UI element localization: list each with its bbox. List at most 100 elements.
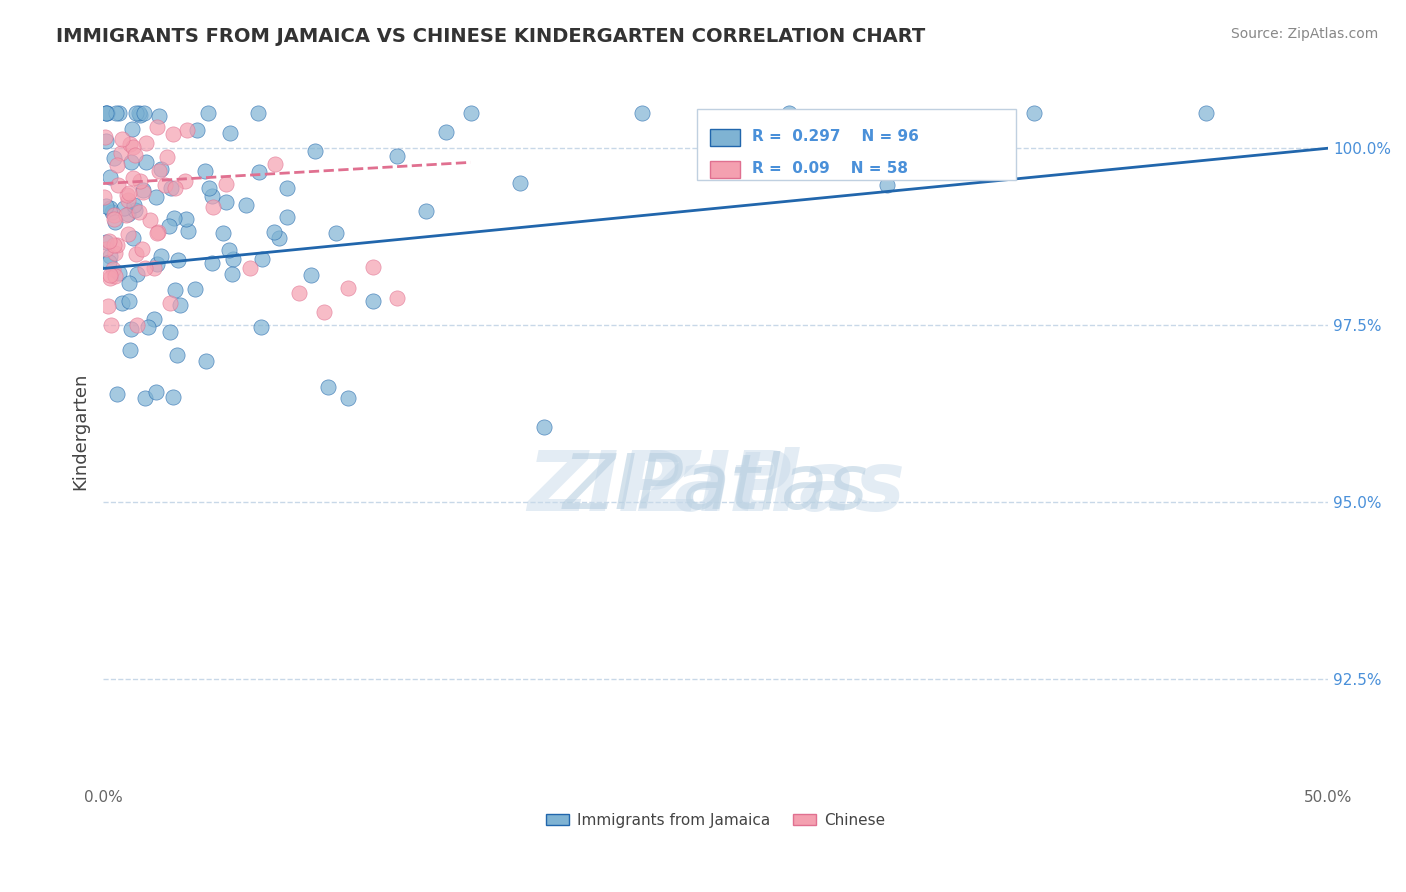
Text: ZIPatlas: ZIPatlas [527,448,904,528]
Immigrants from Jamaica [186,123,208,137]
Immigrants from Jamaica [162,390,184,404]
Immigrants from Jamaica [166,349,188,363]
Chinese [124,148,146,162]
Chinese [146,226,169,240]
Immigrants from Jamaica [108,105,131,120]
Immigrants from Jamaica [194,163,217,178]
Text: IMMIGRANTS FROM JAMAICA VS CHINESE KINDERGARTEN CORRELATION CHART: IMMIGRANTS FROM JAMAICA VS CHINESE KINDE… [56,27,925,45]
Immigrants from Jamaica [150,249,173,263]
Immigrants from Jamaica [157,219,180,233]
Immigrants from Jamaica [128,108,150,122]
Chinese [98,271,121,285]
Chinese [143,260,166,275]
Immigrants from Jamaica [136,320,159,334]
Immigrants from Jamaica [105,105,128,120]
Immigrants from Jamaica [120,322,142,336]
Immigrants from Jamaica [148,109,170,123]
Immigrants from Jamaica [118,343,141,357]
Immigrants from Jamaica [533,420,555,434]
Immigrants from Jamaica [146,257,169,271]
Immigrants from Jamaica [337,391,360,405]
Immigrants from Jamaica [247,165,270,179]
Immigrants from Jamaica [218,243,240,257]
Immigrants from Jamaica [134,391,156,405]
Immigrants from Jamaica [165,284,187,298]
Immigrants from Jamaica [135,154,157,169]
FancyBboxPatch shape [710,128,740,146]
Immigrants from Jamaica [325,226,347,240]
Immigrants from Jamaica [108,266,131,280]
Chinese [94,243,117,257]
Immigrants from Jamaica [127,267,149,281]
Immigrants from Jamaica [184,282,207,296]
Chinese [105,159,128,173]
Immigrants from Jamaica [94,235,117,249]
Chinese [146,120,169,134]
Chinese [118,137,141,152]
Immigrants from Jamaica [212,226,235,240]
Chinese [105,237,128,252]
Chinese [122,140,145,154]
Immigrants from Jamaica [246,105,269,120]
Immigrants from Jamaica [195,353,218,368]
Text: ZIP: ZIP [640,448,792,528]
Chinese [146,225,169,239]
Chinese [117,194,139,208]
Immigrants from Jamaica [252,252,274,266]
Chinese [103,237,125,252]
Immigrants from Jamaica [159,326,181,340]
Immigrants from Jamaica [128,105,150,120]
Chinese [115,187,138,202]
Chinese [131,185,153,199]
Chinese [288,285,311,300]
Immigrants from Jamaica [121,231,143,245]
Chinese [214,177,236,191]
Immigrants from Jamaica [96,134,118,148]
Immigrants from Jamaica [142,312,165,326]
Immigrants from Jamaica [112,202,135,216]
Chinese [98,268,121,282]
Immigrants from Jamaica [197,105,219,120]
Chinese [138,212,160,227]
Chinese [104,269,127,284]
Chinese [107,178,129,192]
Text: ZIPatlas: ZIPatlas [562,450,869,524]
Chinese [159,295,181,310]
Chinese [148,163,170,178]
Immigrants from Jamaica [200,188,222,202]
Immigrants from Jamaica [361,293,384,308]
FancyBboxPatch shape [710,161,740,178]
Immigrants from Jamaica [218,126,240,140]
Immigrants from Jamaica [1024,105,1046,120]
Immigrants from Jamaica [163,211,186,225]
Chinese [117,227,139,241]
Immigrants from Jamaica [385,149,408,163]
Immigrants from Jamaica [101,205,124,219]
Chinese [93,130,115,145]
Immigrants from Jamaica [166,253,188,268]
Chinese [93,190,115,204]
Immigrants from Jamaica [434,125,457,139]
Immigrants from Jamaica [111,296,134,310]
Immigrants from Jamaica [124,203,146,218]
Immigrants from Jamaica [105,386,128,401]
Immigrants from Jamaica [98,249,121,263]
Chinese [239,260,262,275]
Immigrants from Jamaica [121,121,143,136]
Immigrants from Jamaica [94,198,117,212]
Immigrants from Jamaica [94,105,117,120]
Chinese [263,157,285,171]
Text: Source: ZipAtlas.com: Source: ZipAtlas.com [1230,27,1378,41]
Immigrants from Jamaica [250,320,273,334]
Immigrants from Jamaica [96,105,118,120]
Chinese [101,261,124,276]
Immigrants from Jamaica [267,231,290,245]
FancyBboxPatch shape [697,110,1015,180]
Chinese [100,318,122,332]
Chinese [173,174,195,188]
Text: R =  0.297    N = 96: R = 0.297 N = 96 [752,128,920,144]
Immigrants from Jamaica [174,211,197,226]
Chinese [125,318,148,332]
Chinese [115,208,138,222]
Immigrants from Jamaica [98,169,121,184]
